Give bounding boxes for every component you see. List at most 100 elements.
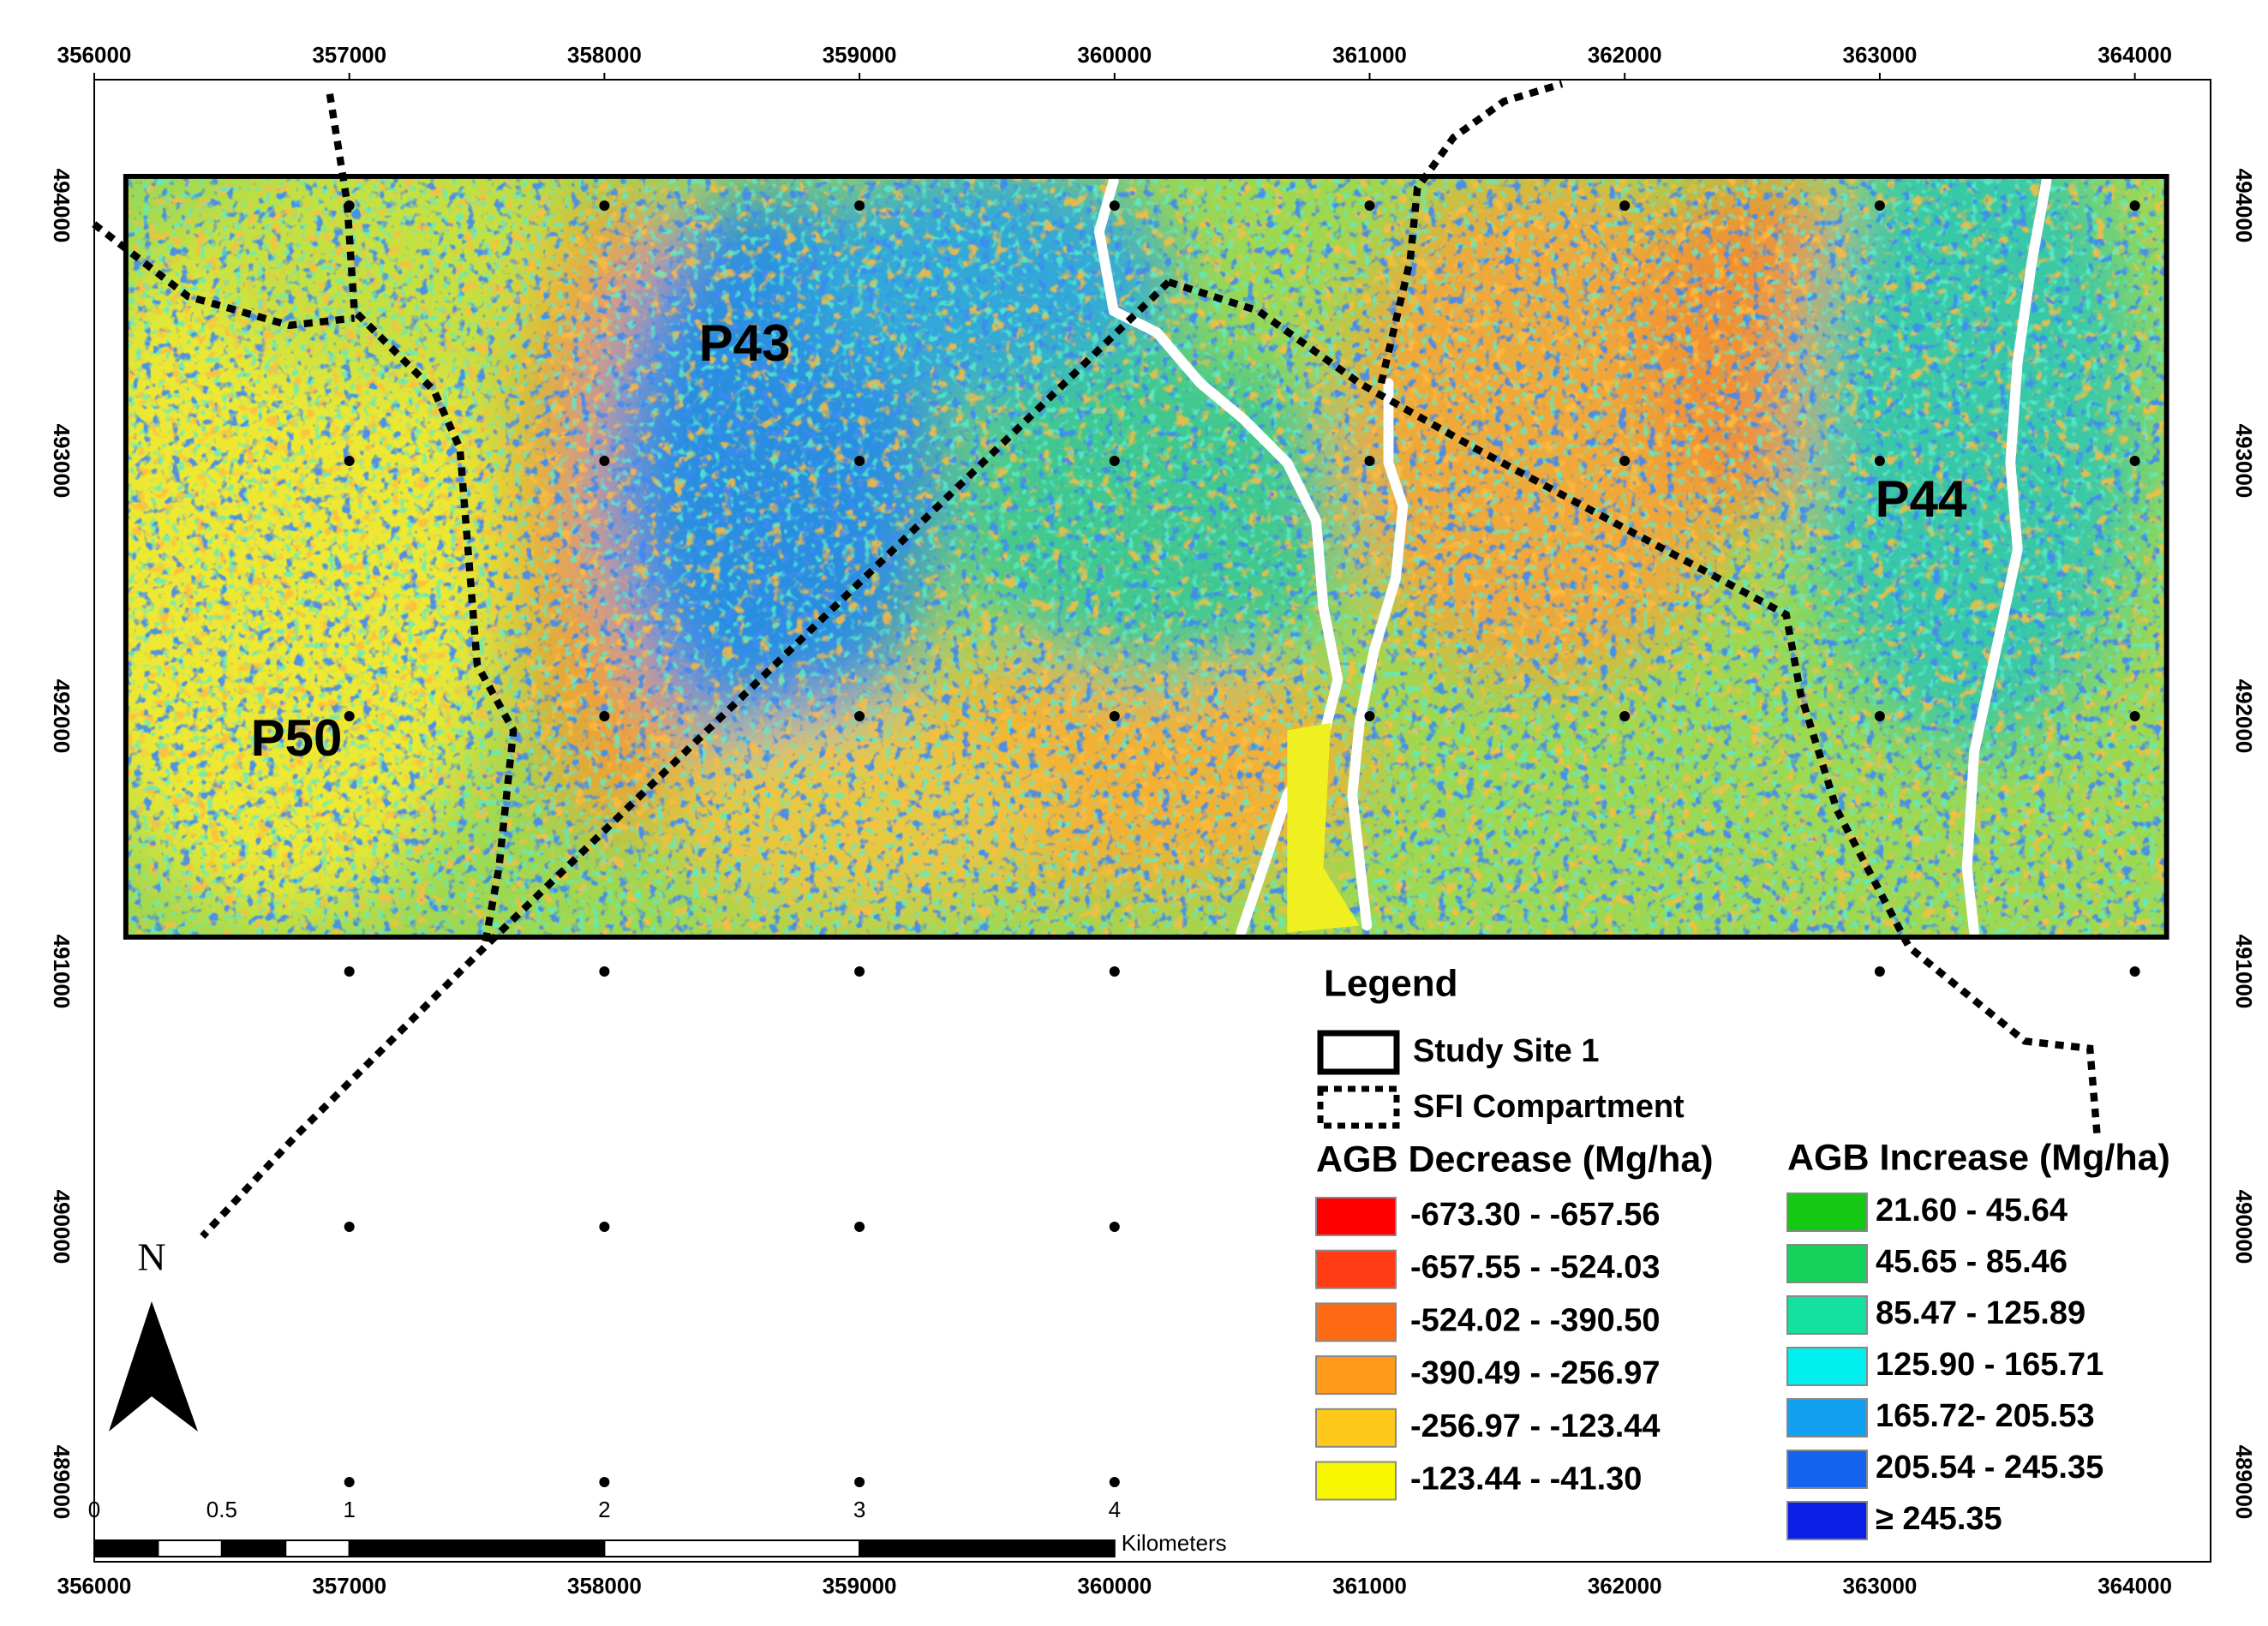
grid-dot (1619, 200, 1631, 211)
legend-swatch (1315, 1408, 1397, 1448)
easting-label-bottom: 358000 (567, 1573, 642, 1599)
grid-dot (854, 200, 865, 211)
legend-swatch (1786, 1398, 1868, 1438)
sfi-compartments (92, 80, 2101, 1240)
grid-dot (2129, 711, 2140, 721)
legend: Legend Study Site 1 SFI Compartment AGB … (1316, 963, 2170, 1181)
grid-dot (2129, 966, 2140, 977)
grid-dot (2129, 456, 2140, 466)
northing-label-left: 489000 (49, 1445, 75, 1520)
legend-swatch (1315, 1461, 1397, 1501)
grid-dot (1109, 1222, 1120, 1232)
grid-dot (344, 1477, 355, 1487)
legend-swatch (1786, 1450, 1868, 1489)
legend-swatch (1786, 1244, 1868, 1283)
scale-segment (859, 1539, 1116, 1557)
grid-dot (1109, 456, 1120, 466)
grid-dot (344, 456, 355, 466)
grid-dot (599, 966, 610, 977)
legend-swatch (1315, 1355, 1397, 1396)
grid-dot (344, 711, 355, 721)
northing-label-right: 493000 (2231, 424, 2257, 499)
easting-label-bottom: 357000 (312, 1573, 386, 1599)
legend-label: SFI Compartment (1413, 1089, 1685, 1125)
legend-site-icon (1317, 1030, 1400, 1075)
grid-dot (1109, 966, 1120, 977)
legend-class-label: -524.02 - -390.50 (1410, 1302, 1661, 1338)
grid-dot (1874, 966, 1885, 977)
easting-label-top: 359000 (823, 42, 897, 68)
legend-class-label: 21.60 - 45.64 (1876, 1193, 2068, 1228)
grid-dot (1619, 456, 1631, 466)
grid-dot (1364, 200, 1375, 211)
study-site-boundary (123, 173, 2169, 940)
easting-label-bottom: 363000 (1843, 1573, 1918, 1599)
grid-dot (2129, 200, 2140, 211)
grid-dot (599, 711, 610, 721)
northing-label-right: 494000 (2231, 169, 2257, 243)
grid-dot (599, 1222, 610, 1232)
easting-label-top: 358000 (567, 42, 642, 68)
northing-label-left: 493000 (49, 424, 75, 499)
coordinate-labels: 356000 356000 357000 357000 358000 358000 3590… (49, 42, 2257, 1599)
legend-label: Study Site 1 (1413, 1033, 1600, 1069)
grid-dot (1874, 711, 1885, 721)
legend-class-label: 85.47 - 125.89 (1876, 1295, 2085, 1331)
scale-label: 0 (88, 1497, 100, 1522)
grid-dot (1364, 456, 1375, 466)
grid-dot (344, 1222, 355, 1232)
scale-segment (220, 1539, 287, 1557)
legend-swatch (1786, 1193, 1868, 1232)
grid-dot (854, 456, 865, 466)
scale-label: 4 (1109, 1497, 1121, 1522)
northing-label-left: 492000 (49, 679, 75, 754)
river-bank (1287, 723, 1360, 933)
legend-heading: AGB Decrease (Mg/ha) (1316, 1139, 1714, 1180)
easting-label-bottom: 364000 (2097, 1573, 2172, 1599)
easting-label-bottom: 360000 (1077, 1573, 1152, 1599)
features (92, 80, 2169, 1240)
scale-label: 0.5 (206, 1497, 237, 1522)
northing-label-left: 494000 (49, 169, 75, 243)
legend-class-label: -256.97 - -123.44 (1410, 1408, 1661, 1444)
legend-class-label: -673.30 - -657.56 (1410, 1197, 1661, 1233)
legend-heading: AGB Increase (Mg/ha) (1787, 1137, 2170, 1178)
scale-segment (603, 1539, 861, 1557)
grid-dot (344, 966, 355, 977)
grid-dot (1874, 200, 1885, 211)
grid-dot (1109, 200, 1120, 211)
scale-segment (93, 1539, 159, 1557)
legend-class-label: 45.65 - 85.46 (1876, 1244, 2068, 1280)
scale-label: 1 (343, 1497, 355, 1522)
grid-dot (854, 1477, 865, 1487)
north-label: N (137, 1235, 165, 1279)
grid-dot (344, 200, 355, 211)
legend-swatch (1315, 1197, 1397, 1236)
easting-label-bottom: 356000 (57, 1573, 132, 1599)
easting-label-top: 363000 (1843, 42, 1918, 68)
legend-swatch (1315, 1302, 1397, 1342)
scale-unit: Kilometers (1122, 1530, 1227, 1556)
grid-dot (1619, 711, 1631, 721)
scale-segment (348, 1539, 606, 1557)
legend-class-label: 205.54 - 245.35 (1876, 1450, 2103, 1486)
easting-label-top: 356000 (57, 42, 132, 68)
easting-label-top: 361000 (1332, 42, 1407, 68)
grid-dot (599, 456, 610, 466)
area-label: P44 (1876, 470, 1967, 528)
agb-raster (126, 176, 2167, 937)
legend-title: Legend (1324, 963, 1457, 1005)
easting-label-top: 360000 (1077, 42, 1152, 68)
grid-dot (1364, 711, 1375, 721)
easting-label-top: 362000 (1588, 42, 1662, 68)
legend-swatch (1786, 1295, 1868, 1335)
legend-class-label: -123.44 - -41.30 (1410, 1462, 1642, 1497)
area-label: P43 (699, 314, 791, 372)
scale-label: 3 (853, 1497, 865, 1522)
northing-label-right: 489000 (2231, 1445, 2257, 1520)
grid-dot (1874, 456, 1885, 466)
northing-label-right: 492000 (2231, 679, 2257, 754)
